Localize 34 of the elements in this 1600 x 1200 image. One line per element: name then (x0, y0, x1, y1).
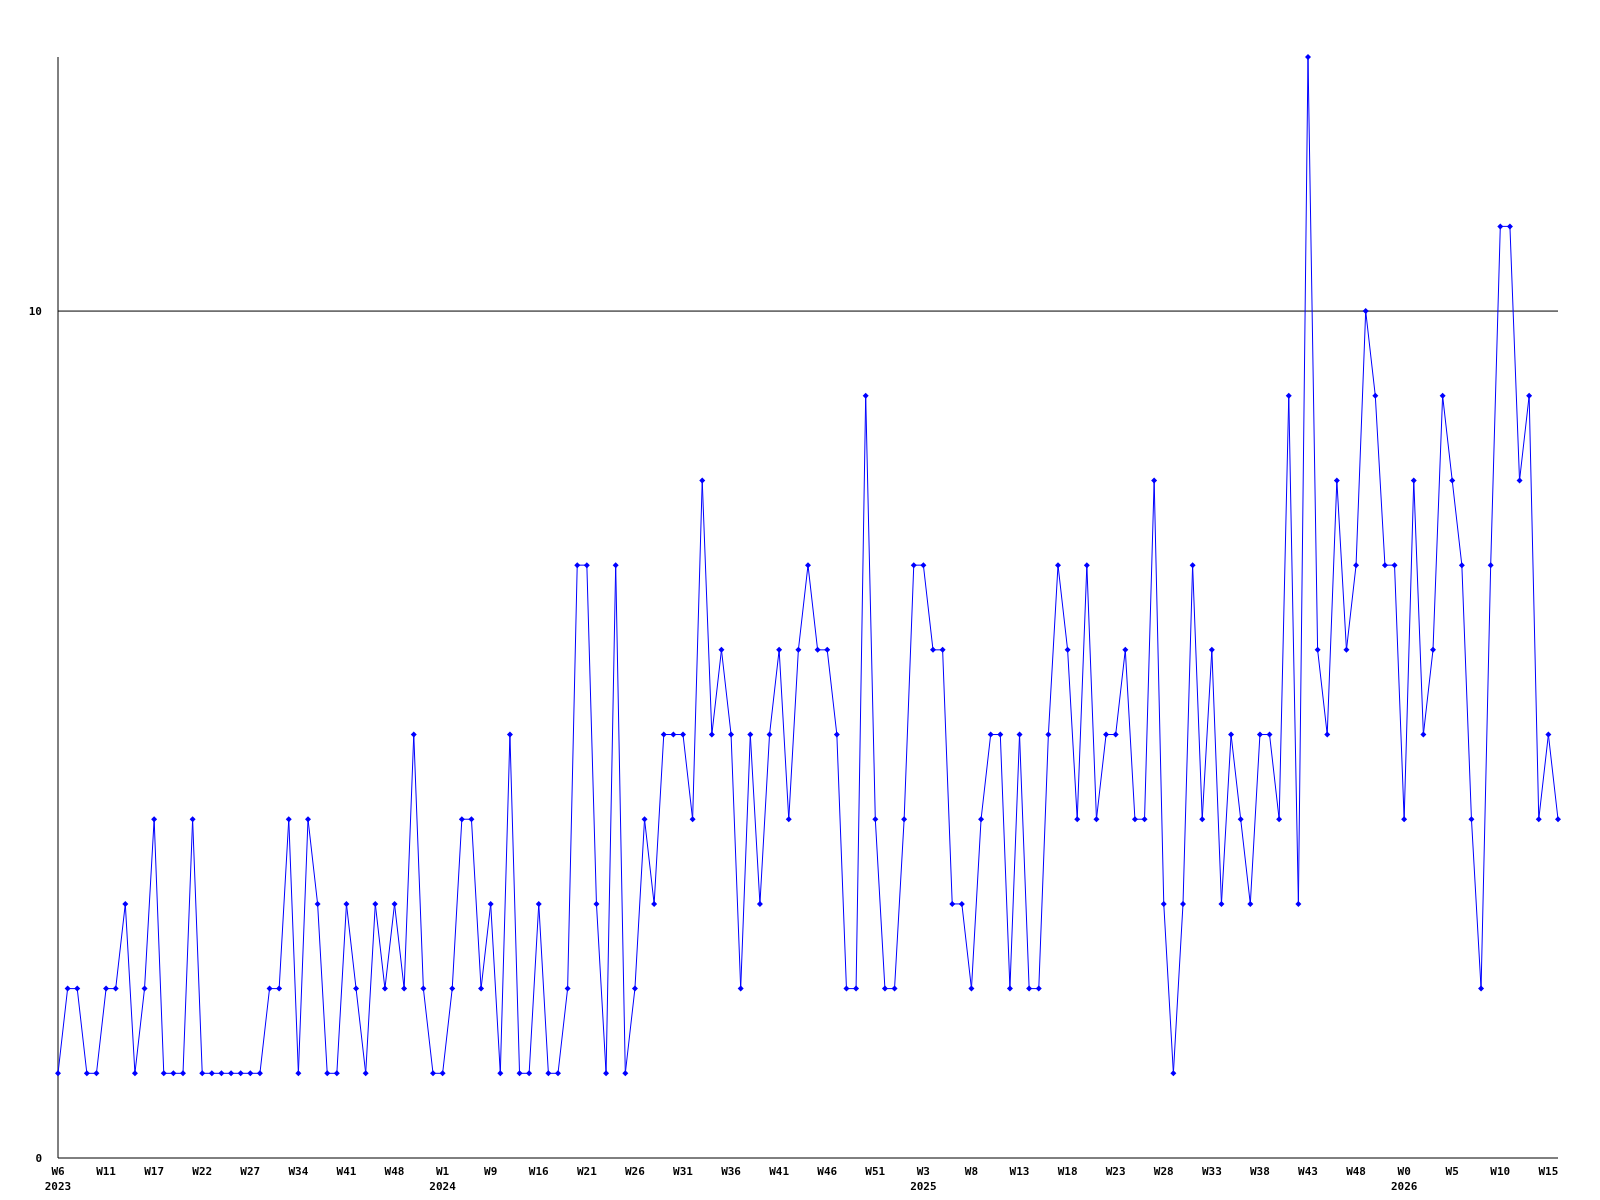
x-tick-label: W9 (484, 1165, 498, 1178)
x-tick-label: W27 (240, 1165, 261, 1178)
y-tick-label: 10 (28, 304, 42, 318)
x-tick-label: W48 (1346, 1165, 1367, 1178)
x-tick-label: W21 (576, 1165, 598, 1178)
x-tick-label: W16 (528, 1165, 550, 1178)
x-tick-label: W13 (1009, 1165, 1030, 1178)
x-tick-label: W28 (1153, 1165, 1174, 1178)
x-tick-label: W23 (1105, 1165, 1126, 1178)
x-tick-label: W51 (865, 1165, 886, 1178)
x-tick-label: W6 2023 (44, 1165, 72, 1193)
x-tick-label: W22 (192, 1165, 213, 1178)
x-tick-label: W18 (1057, 1165, 1078, 1178)
x-tick-label: W15 (1538, 1165, 1559, 1178)
x-tick-label: W41 (769, 1165, 790, 1178)
x-tick-label: W1 2024 (429, 1165, 457, 1193)
x-tick-label: W0 2026 (1390, 1165, 1418, 1193)
x-tick-label: W43 (1298, 1165, 1318, 1178)
x-tick-label: W10 (1490, 1165, 1511, 1178)
x-tick-label: W48 (384, 1165, 405, 1178)
x-tick-label: W11 (96, 1165, 117, 1178)
x-tick-label: W5 (1445, 1165, 1459, 1178)
y-tick-label: 0 (35, 1151, 42, 1165)
x-tick-label: W36 (721, 1165, 742, 1178)
x-tick-label: W26 (624, 1165, 646, 1178)
x-tick-label: W3 2025 (910, 1165, 937, 1193)
x-tick-label: W38 (1249, 1165, 1270, 1178)
x-tick-label: W8 (964, 1165, 979, 1178)
x-tick-label: W34 (288, 1165, 309, 1178)
x-tick-label: W31 (673, 1165, 694, 1178)
x-tick-label: W33 (1201, 1165, 1222, 1178)
x-tick-label: W46 (817, 1165, 838, 1178)
x-tick-label: W41 (336, 1165, 357, 1178)
x-tick-label: W17 (144, 1165, 165, 1178)
